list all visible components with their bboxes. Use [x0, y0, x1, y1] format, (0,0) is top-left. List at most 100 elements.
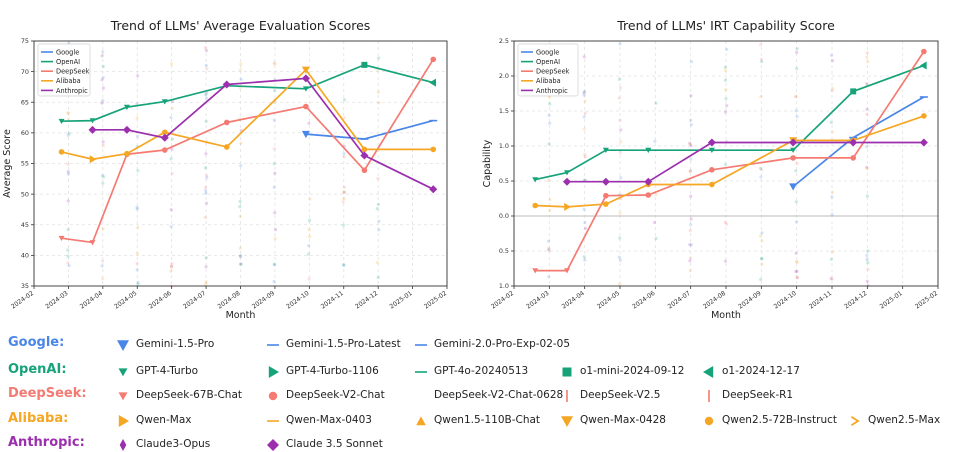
faint-point	[760, 257, 764, 261]
faint-point	[617, 255, 621, 259]
faint-point	[273, 236, 277, 240]
x-axis-label: Month	[711, 310, 741, 321]
faint-point	[376, 177, 380, 181]
faint-point	[829, 120, 833, 124]
faint-point	[169, 116, 173, 120]
faint-point	[619, 176, 623, 180]
faint-point	[654, 236, 658, 241]
x-tick-label: 2024-06	[631, 290, 656, 311]
data-point-anthropic	[222, 80, 231, 89]
faint-point	[582, 89, 587, 94]
faint-point	[100, 259, 105, 263]
x-tick-label: 2024-02	[490, 290, 515, 311]
faint-point	[239, 262, 243, 266]
faint-point	[204, 256, 208, 260]
legend-label: Anthropic	[56, 87, 88, 95]
faint-point	[272, 147, 276, 151]
faint-point	[204, 119, 208, 123]
faint-point	[688, 256, 693, 260]
faint-point	[688, 268, 692, 272]
faint-point	[689, 123, 694, 127]
faint-point	[831, 86, 835, 90]
faint-point	[688, 169, 693, 173]
legend-marker-diamond	[267, 439, 279, 451]
model-label: Gemini-1.5-Pro-Latest	[286, 338, 401, 350]
legend-marker-shape	[268, 366, 279, 378]
faint-point	[547, 249, 551, 253]
faint-point	[865, 51, 869, 55]
model-label: o1-2024-12-17	[722, 365, 800, 377]
faint-point	[135, 205, 139, 209]
faint-point	[342, 263, 346, 267]
faint-point	[618, 211, 622, 215]
faint-point	[273, 89, 277, 93]
faint-point	[100, 277, 105, 281]
data-point-deepseek	[564, 268, 570, 274]
faint-point	[101, 181, 105, 185]
faint-point	[689, 118, 693, 122]
faint-point	[238, 199, 242, 204]
y-tick-label: 0.5	[499, 177, 509, 185]
data-point-openai	[602, 147, 609, 153]
faint-point	[238, 214, 242, 218]
provider-label-alibaba: Alibaba:	[8, 411, 69, 426]
legend-box	[37, 43, 91, 97]
faint-point	[101, 75, 105, 80]
faint-point	[204, 185, 208, 190]
faint-point	[66, 199, 70, 203]
model-label: o1-mini-2024-09-12	[580, 365, 685, 377]
data-point-deepseek	[709, 167, 715, 173]
faint-point	[688, 243, 692, 247]
faint-point	[583, 178, 587, 182]
faint-point	[204, 265, 208, 269]
faint-point	[101, 227, 105, 231]
faint-point	[136, 225, 140, 229]
faint-point	[830, 59, 835, 63]
faint-point	[795, 220, 799, 224]
faint-point	[760, 168, 764, 172]
legend-label: OpenAI	[536, 58, 560, 66]
legend-label: DeepSeek	[536, 68, 570, 76]
legend-marker-shape	[118, 415, 129, 427]
faint-point	[830, 130, 834, 134]
faint-point	[689, 223, 693, 227]
faint-point	[794, 169, 798, 173]
legend-marker-hline	[267, 344, 279, 346]
faint-point	[66, 254, 70, 258]
faint-point	[204, 201, 209, 205]
legend-marker-shape	[267, 439, 279, 451]
faint-point	[66, 111, 71, 115]
faint-point	[548, 208, 552, 212]
legend-marker-square	[562, 367, 572, 377]
model-label: DeepSeek-V2-Chat	[286, 389, 385, 401]
faint-point	[239, 77, 243, 81]
faint-point	[169, 264, 173, 269]
faint-point	[865, 82, 869, 86]
data-point-alibaba	[124, 150, 130, 157]
faint-point	[135, 134, 139, 138]
faint-point	[865, 145, 869, 149]
faint-point	[135, 261, 139, 265]
faint-point	[375, 207, 379, 211]
faint-point	[831, 190, 835, 194]
model-label: Claude3-Opus	[136, 438, 211, 450]
x-tick-label: 2025-01	[879, 290, 904, 311]
legend-marker-tri-right	[268, 366, 279, 378]
faint-point	[724, 97, 728, 101]
legend-marker-shape	[268, 391, 278, 401]
x-tick-label: 2024-04	[79, 290, 104, 311]
x-tick-label: 2024-09	[737, 290, 762, 311]
x-tick-label: 2024-02	[10, 290, 35, 311]
data-point-alibaba	[223, 144, 230, 150]
model-label: GPT-4-Turbo-1106	[286, 365, 379, 377]
faint-point	[865, 55, 869, 59]
series-line-google	[305, 119, 434, 140]
data-point-deepseek	[850, 155, 856, 161]
data-point-anthropic	[919, 138, 928, 147]
faint-point	[795, 260, 799, 264]
model-label: Qwen1.5-110B-Chat	[434, 414, 541, 426]
faint-point	[759, 57, 764, 61]
legend-marker-tri-down-small	[118, 368, 128, 377]
faint-point	[583, 226, 588, 230]
legend-marker-shape	[416, 416, 426, 426]
